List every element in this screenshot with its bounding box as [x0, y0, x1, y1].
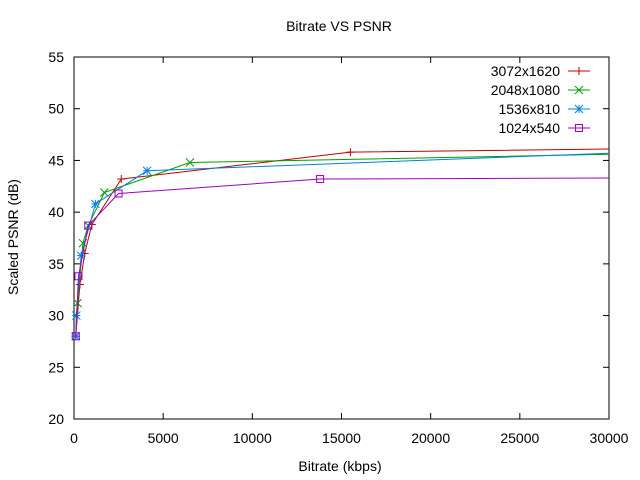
y-tick-label-2: 30: [48, 308, 64, 324]
y-axis-label: Scaled PSNR (dB): [5, 179, 21, 295]
y-tick-label-1: 25: [48, 359, 64, 375]
series-line-0: [75, 148, 610, 337]
data-point-3-4: [316, 175, 325, 184]
data-point-2-3: [91, 199, 100, 209]
y-tick-label-4: 40: [48, 204, 64, 220]
legend-marker-2: [574, 104, 584, 114]
y-tick-label-0: 20: [48, 411, 64, 427]
x-tick-label-5: 25000: [500, 430, 539, 446]
legend-marker-3: [575, 124, 583, 132]
legend-label-2: 1536x810: [498, 101, 560, 117]
series-layer: [71, 148, 610, 341]
series-2: [71, 152, 610, 341]
data-point-1-4: [99, 188, 109, 197]
data-point-3-1: [74, 272, 83, 281]
x-tick-label-3: 15000: [322, 430, 361, 446]
x-axis-label: Bitrate (kbps): [298, 458, 381, 474]
y-tick-label-5: 45: [48, 152, 64, 168]
axis-ticks: 0 5000 10000 15000 20000 25000 30000 20 25 30 35 40…: [48, 49, 628, 446]
data-point-2-2: [76, 251, 86, 260]
legend-label-1: 2048x1080: [491, 82, 561, 98]
legend-label-0: 3072x1620: [491, 63, 561, 79]
data-point-3-0: [71, 332, 80, 341]
chart-title: Bitrate VS PSNR: [286, 18, 392, 34]
legend-marker-0: [575, 67, 583, 75]
x-tick-label-1: 5000: [148, 430, 179, 446]
data-point-3-2: [84, 221, 93, 230]
data-point-0-4: [117, 175, 126, 184]
legend: 3072x1620 2048x1080 1536x810 1024x540: [491, 63, 590, 136]
series-line-3: [75, 177, 610, 337]
data-point-3-3: [114, 189, 123, 198]
x-tick-label-0: 0: [70, 430, 78, 446]
data-point-0-5: [346, 148, 355, 157]
series-line-2: [75, 152, 610, 337]
legend-marker-1: [574, 85, 584, 95]
data-point-2-4: [142, 166, 152, 176]
x-tick-label-2: 10000: [233, 430, 272, 446]
y-tick-label-6: 50: [48, 101, 64, 117]
x-tick-label-6: 30000: [590, 430, 629, 446]
y-tick-label-3: 35: [48, 256, 64, 272]
series-0: [71, 148, 610, 341]
y-tick-label-7: 55: [48, 49, 64, 65]
series-3: [71, 175, 610, 341]
legend-label-3: 1024x540: [498, 120, 560, 136]
x-tick-label-4: 20000: [411, 430, 450, 446]
series-line-1: [75, 153, 610, 337]
series-1: [71, 153, 610, 341]
data-point-1-5: [185, 158, 195, 167]
